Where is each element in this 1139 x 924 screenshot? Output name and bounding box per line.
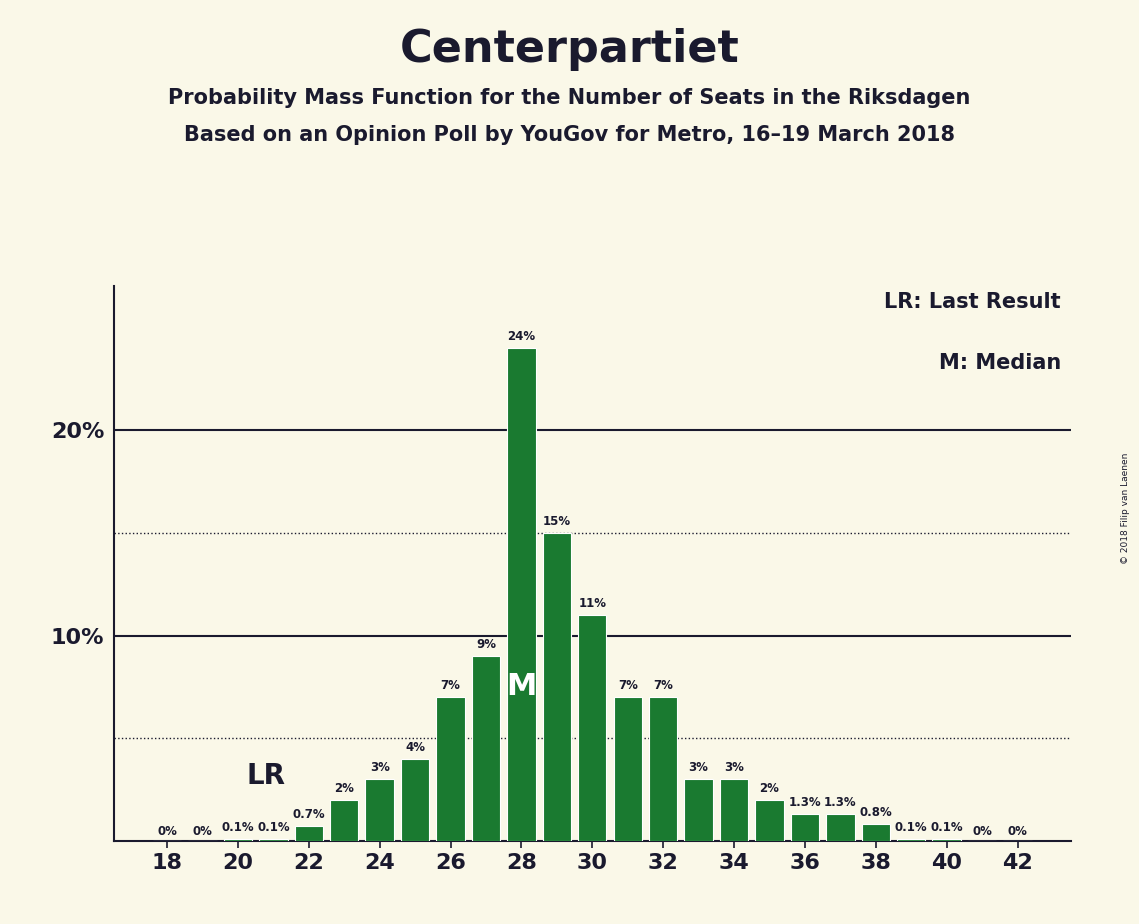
Text: 24%: 24% (507, 330, 535, 343)
Bar (649, 697, 678, 841)
Text: 0.1%: 0.1% (895, 821, 927, 833)
Bar (507, 348, 535, 841)
Text: Centerpartiet: Centerpartiet (400, 28, 739, 71)
Bar (260, 839, 287, 841)
Text: Probability Mass Function for the Number of Seats in the Riksdagen: Probability Mass Function for the Number… (169, 88, 970, 108)
Bar (898, 839, 925, 841)
Bar (861, 824, 890, 841)
Text: 0.8%: 0.8% (860, 807, 892, 820)
Text: LR: LR (247, 761, 286, 789)
Text: Based on an Opinion Poll by YouGov for Metro, 16–19 March 2018: Based on an Opinion Poll by YouGov for M… (185, 125, 954, 145)
Bar (330, 800, 359, 841)
Bar (223, 839, 252, 841)
Text: 4%: 4% (405, 740, 425, 754)
Text: 7%: 7% (653, 679, 673, 692)
Text: M: M (506, 673, 536, 701)
Text: 9%: 9% (476, 638, 495, 650)
Text: 0.1%: 0.1% (257, 821, 289, 833)
Bar (826, 814, 854, 841)
Bar (685, 779, 713, 841)
Bar (933, 839, 961, 841)
Text: 0.7%: 0.7% (293, 808, 325, 821)
Bar (295, 826, 323, 841)
Text: 15%: 15% (543, 515, 571, 528)
Text: 1.3%: 1.3% (788, 796, 821, 809)
Text: 3%: 3% (724, 761, 744, 774)
Text: © 2018 Filip van Laenen: © 2018 Filip van Laenen (1121, 453, 1130, 564)
Text: 0.1%: 0.1% (931, 821, 962, 833)
Text: M: Median: M: Median (939, 353, 1062, 373)
Text: 0%: 0% (157, 825, 177, 838)
Bar (755, 800, 784, 841)
Bar (366, 779, 394, 841)
Text: 1.3%: 1.3% (823, 796, 857, 809)
Bar (790, 814, 819, 841)
Bar (436, 697, 465, 841)
Text: 0%: 0% (972, 825, 992, 838)
Bar (542, 533, 571, 841)
Text: 0.1%: 0.1% (222, 821, 254, 833)
Text: LR: Last Result: LR: Last Result (885, 292, 1062, 312)
Bar (579, 615, 606, 841)
Bar (472, 656, 500, 841)
Text: 7%: 7% (441, 679, 460, 692)
Text: 11%: 11% (579, 597, 606, 610)
Text: 2%: 2% (760, 782, 779, 795)
Text: 2%: 2% (334, 782, 354, 795)
Bar (614, 697, 642, 841)
Text: 0%: 0% (192, 825, 213, 838)
Bar (401, 759, 429, 841)
Bar (720, 779, 748, 841)
Text: 3%: 3% (370, 761, 390, 774)
Text: 0%: 0% (1008, 825, 1027, 838)
Text: 3%: 3% (689, 761, 708, 774)
Text: 7%: 7% (617, 679, 638, 692)
